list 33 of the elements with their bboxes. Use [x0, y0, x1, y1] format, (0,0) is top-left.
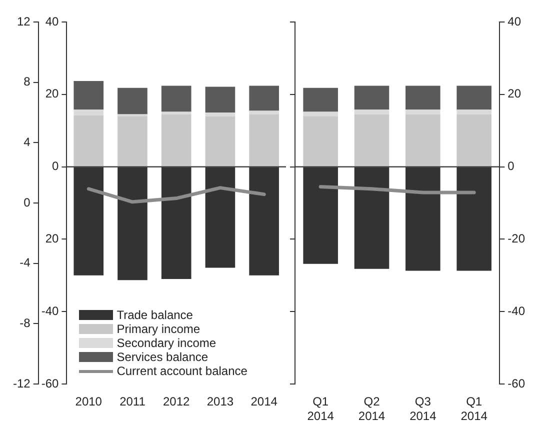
y3-tick-label: 0 [24, 195, 31, 210]
y3-tick-label: -12 [13, 376, 31, 390]
x-tick-label: 2010 [75, 394, 102, 409]
y-tick-label: 20 [45, 232, 59, 246]
legend-label: Primary income [116, 322, 200, 336]
y3-tick-label: 4 [24, 134, 31, 149]
x-tick-label: Q3 2014 [410, 394, 437, 423]
y2-tick-label: -20 [508, 232, 526, 246]
x-tick-label: 2014 [250, 394, 278, 409]
x-tick-label: 2011 [120, 394, 146, 409]
y-tick-label: 40 [45, 14, 59, 28]
legend-label: Trade balance [116, 308, 193, 322]
legend-label: Secondary income [116, 336, 216, 350]
y3-tick-label: 12 [16, 14, 31, 28]
x-tick-label: Q1 2014 [460, 394, 488, 423]
x-tick-label: Q1 2014 [307, 394, 334, 423]
legend-label: Services balance [116, 350, 208, 364]
x-tick-label: 2013 [206, 394, 234, 409]
y2-tick-label: 0 [508, 159, 515, 174]
y-tick-label: -60 [41, 376, 60, 390]
x-tick-label: 2012 [162, 394, 190, 409]
y-tick-label: -40 [41, 304, 60, 318]
y2-tick-label: -40 [508, 304, 526, 318]
y-tick-label: 0 [52, 159, 59, 174]
y3-tick-label: -4 [20, 256, 31, 270]
y2-tick-label: 40 [508, 14, 522, 28]
legend-label: Current account balance [116, 364, 248, 378]
y3-tick-label: 8 [24, 74, 31, 89]
y-tick-label: 20 [45, 86, 59, 101]
x-tick-label: Q2 2014 [358, 394, 386, 423]
y3-tick-label: -8 [20, 316, 31, 330]
y2-tick-label: -60 [508, 376, 526, 390]
y2-tick-label: 20 [508, 86, 522, 101]
